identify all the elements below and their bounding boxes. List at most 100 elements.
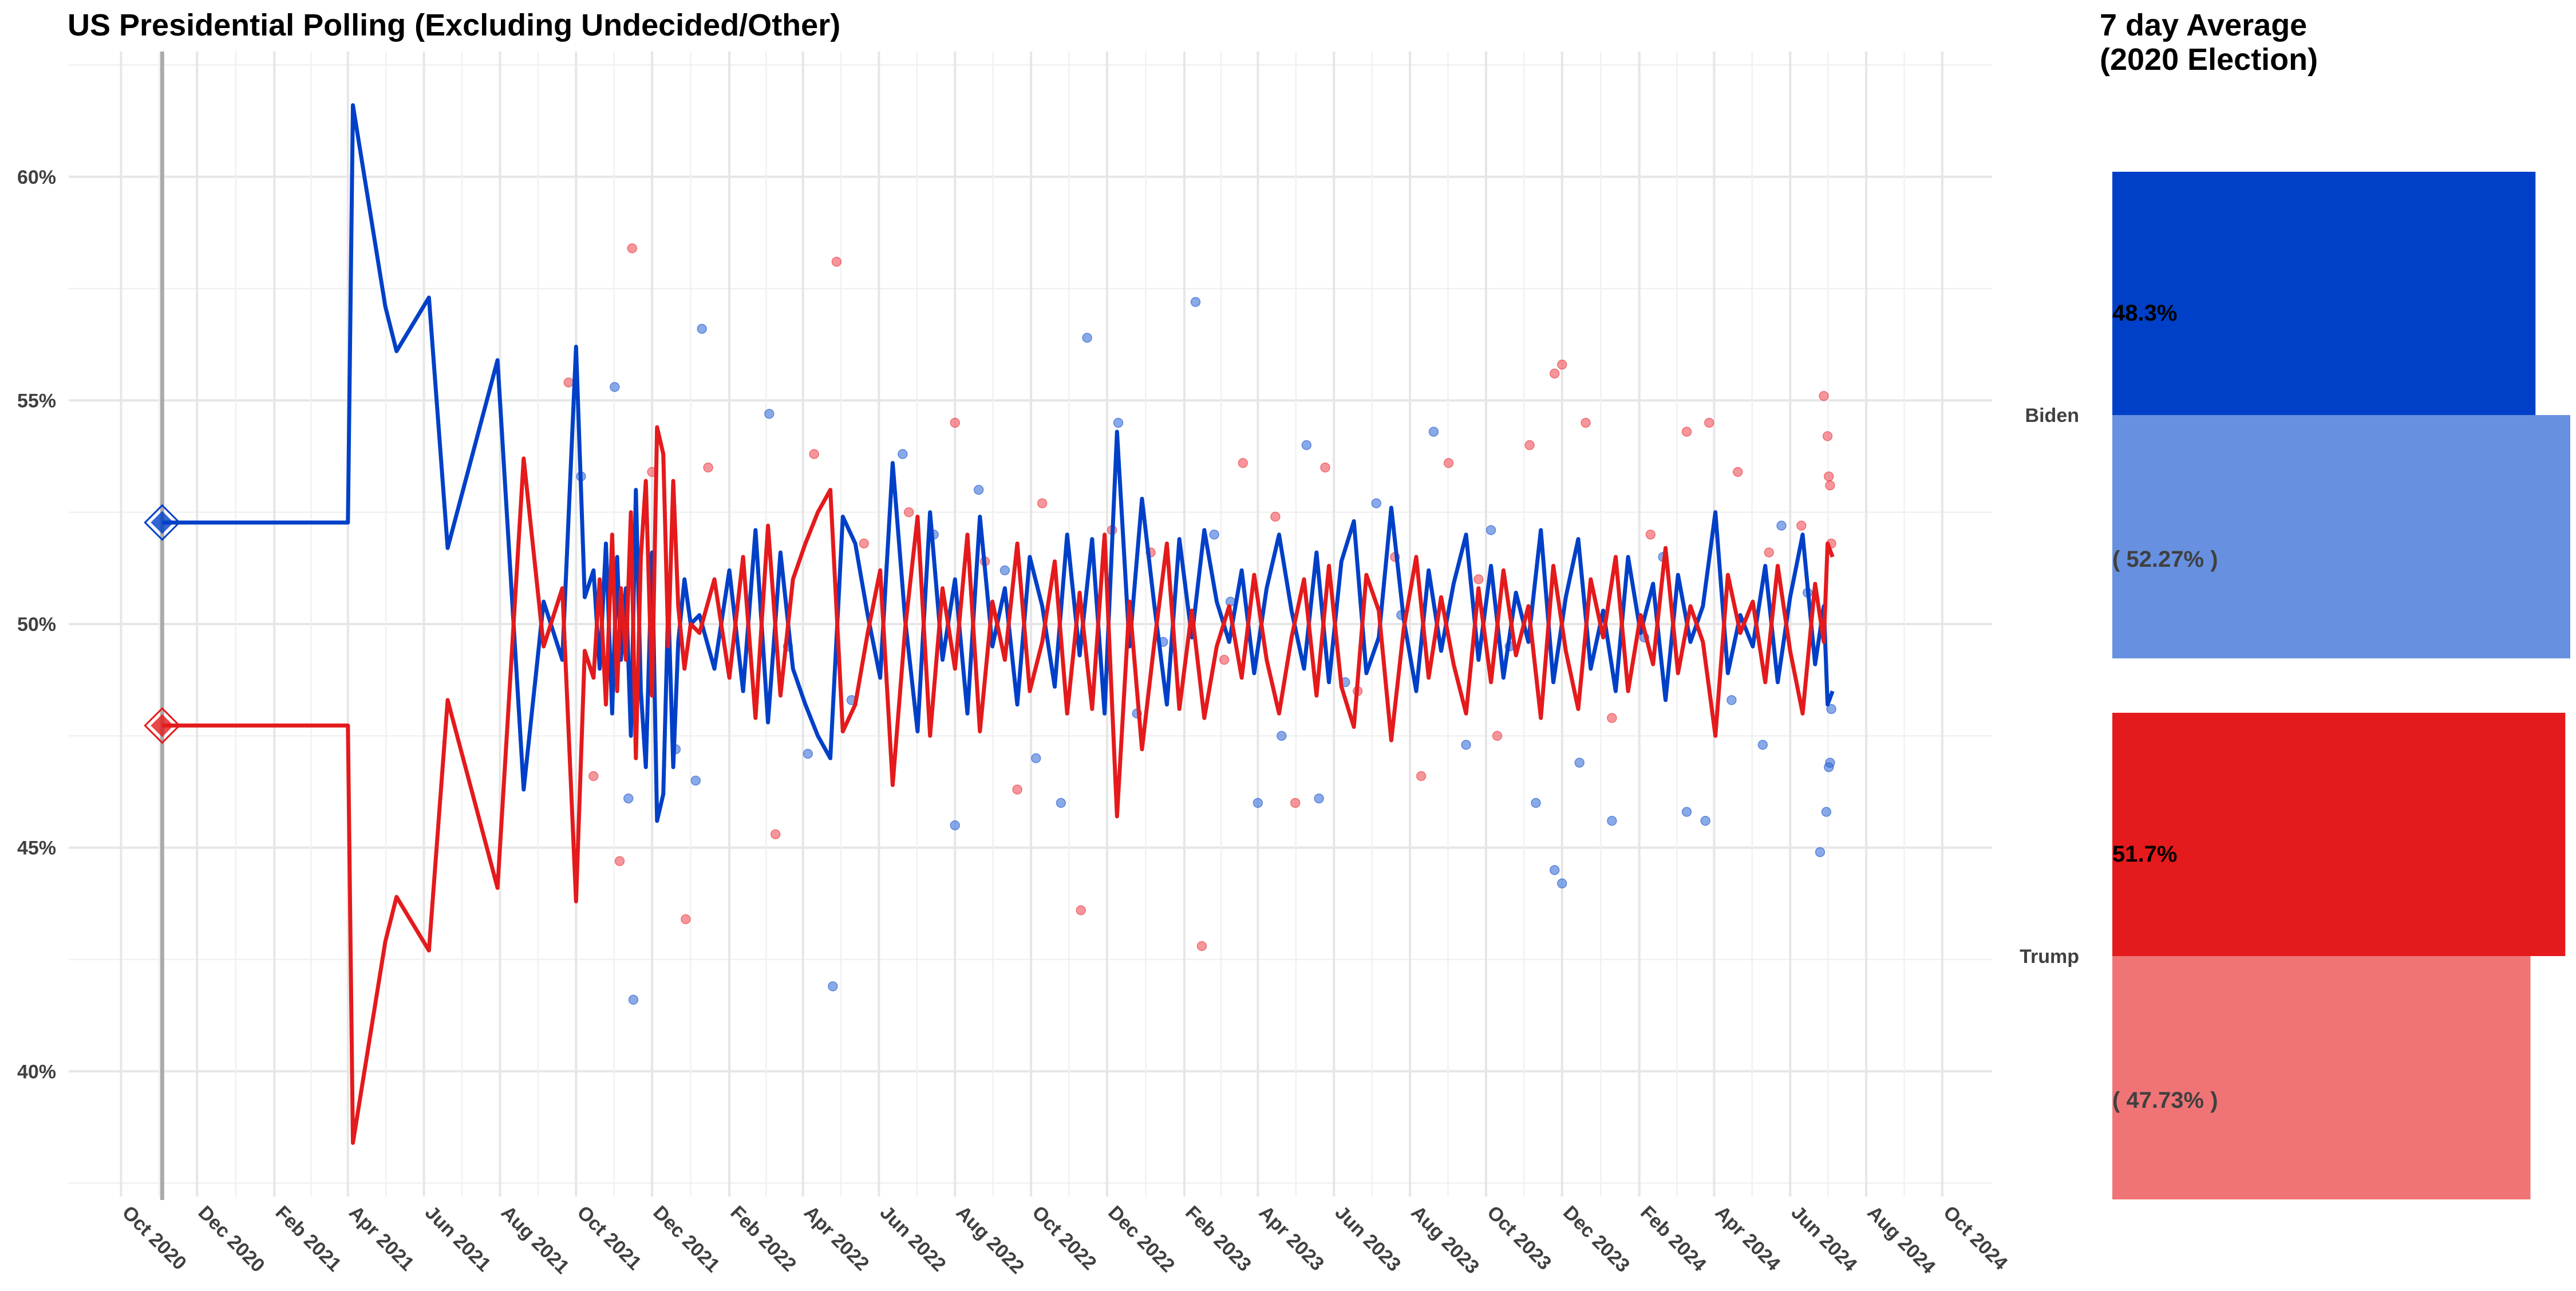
trump-poll-point [809,449,819,459]
y-tick-label: 55% [17,390,56,412]
biden-poll-point [690,775,701,786]
biden-poll-point [623,793,634,804]
biden-poll-point [828,981,838,992]
trump-poll-point [1416,771,1427,781]
side-panel-title-line1: 7 day Average [2100,8,2307,42]
trump-poll-point [1270,511,1281,522]
trump-poll-point [1196,941,1207,952]
x-tick-label: Aug 2024 [1863,1202,1939,1278]
biden-election-marker-outline [144,504,181,541]
biden-election-marker [151,511,174,534]
trump-poll-point [1704,417,1714,428]
trump-poll-point [1219,654,1230,665]
y-tick-label: 60% [17,167,56,188]
x-tick-label: Feb 2021 [271,1202,346,1276]
biden-poll-point [1113,417,1124,428]
x-tick-label: Jun 2023 [1331,1202,1405,1276]
x-tick-label: Apr 2023 [1255,1202,1328,1275]
x-tick-label: Feb 2023 [1181,1202,1255,1276]
y-tick-label: 40% [17,1061,56,1083]
biden-poll-point [764,409,775,419]
y-axis-ticks: 40% 45% 50% 55% 60% [17,167,56,1083]
biden-poll-point [950,820,961,831]
trump-poll-point [1443,458,1454,468]
trump-series-line [162,425,1835,1145]
trump-election-marker-outline [144,707,181,744]
biden-poll-point [628,994,639,1005]
trump-poll-point [1733,467,1743,477]
trump-poll-point [1681,427,1692,437]
trump-poll-point [1320,462,1330,473]
biden-poll-point [999,565,1010,575]
biden-poll-point [1681,807,1692,817]
trump-poll-point [614,856,625,866]
x-tick-label: Aug 2023 [1406,1202,1483,1278]
biden-poll-point [697,323,707,334]
biden-avg-label: 48.3% [2112,301,2177,326]
x-tick-label: Feb 2024 [1636,1202,1710,1276]
series-lines [162,103,1835,1145]
side-panel-title-line2: (2020 Election) [2100,42,2318,77]
biden-series-line [162,103,1835,823]
biden-poll-point [1556,878,1567,889]
trump-poll-point [1549,368,1560,379]
biden-poll-point [1277,731,1287,741]
biden-poll-point [1190,297,1201,307]
biden-poll-point [1209,530,1219,540]
biden-poll-point [898,449,908,459]
biden-poll-point [1428,427,1439,437]
trump-poll-point [1823,471,1834,481]
trump-poll-point [1473,574,1484,585]
x-tick-label: Dec 2020 [194,1202,269,1277]
x-tick-label: Dec 2021 [649,1202,724,1277]
biden-poll-point [803,748,813,759]
biden-poll-point [1082,333,1092,343]
biden-poll-point [1531,798,1541,808]
trump-avg-label: 51.7% [2112,842,2177,867]
x-tick-label: Oct 2024 [1939,1202,2012,1274]
biden-poll-point [973,484,984,495]
biden-poll-point [1607,816,1617,826]
biden-poll-point [1826,704,1836,714]
x-tick-label: Feb 2022 [726,1202,800,1276]
biden-avg-bar [2112,172,2536,415]
biden-poll-point [1757,740,1768,750]
x-tick-label: Jun 2024 [1787,1202,1862,1276]
y-tick-label: 50% [17,614,56,635]
x-tick-label: Oct 2023 [1483,1202,1555,1274]
election-markers [144,504,181,744]
biden-poll-point [1726,695,1737,705]
trump-poll-point [831,256,842,267]
biden-poll-point [1031,753,1041,764]
biden-poll-point [1461,740,1471,750]
trump-poll-point [1581,417,1591,428]
trump-poll-point [1556,360,1567,370]
trump-poll-point [859,538,870,549]
trump-poll-point [950,417,961,428]
trump-poll-point [627,243,638,254]
x-tick-label: Oct 2020 [118,1202,191,1274]
trump-poll-point [1796,520,1807,531]
trump-election-bar [2112,956,2531,1199]
x-tick-label: Oct 2021 [573,1202,646,1274]
trump-category-label: Trump [2020,946,2079,968]
trump-election-label: ( 47.73% ) [2112,1088,2218,1113]
biden-poll-point [1056,798,1066,808]
trump-poll-point [703,462,713,473]
trump-poll-point [563,377,574,388]
trump-poll-points [563,243,1836,952]
trump-avg-bar [2112,713,2566,956]
biden-poll-point [1574,757,1585,768]
biden-poll-point [1301,440,1312,451]
trump-poll-point [1822,431,1833,441]
side-panel: 7 day Average (2020 Election) 48.3% ( 52.… [2020,8,2570,1199]
biden-election-bar [2112,415,2570,658]
biden-poll-point [610,382,620,392]
trump-poll-point [770,829,781,839]
biden-election-label: ( 52.27% ) [2112,547,2218,572]
trump-poll-point [1764,547,1774,558]
trump-poll-point [1012,784,1022,795]
trump-election-marker [151,714,174,737]
